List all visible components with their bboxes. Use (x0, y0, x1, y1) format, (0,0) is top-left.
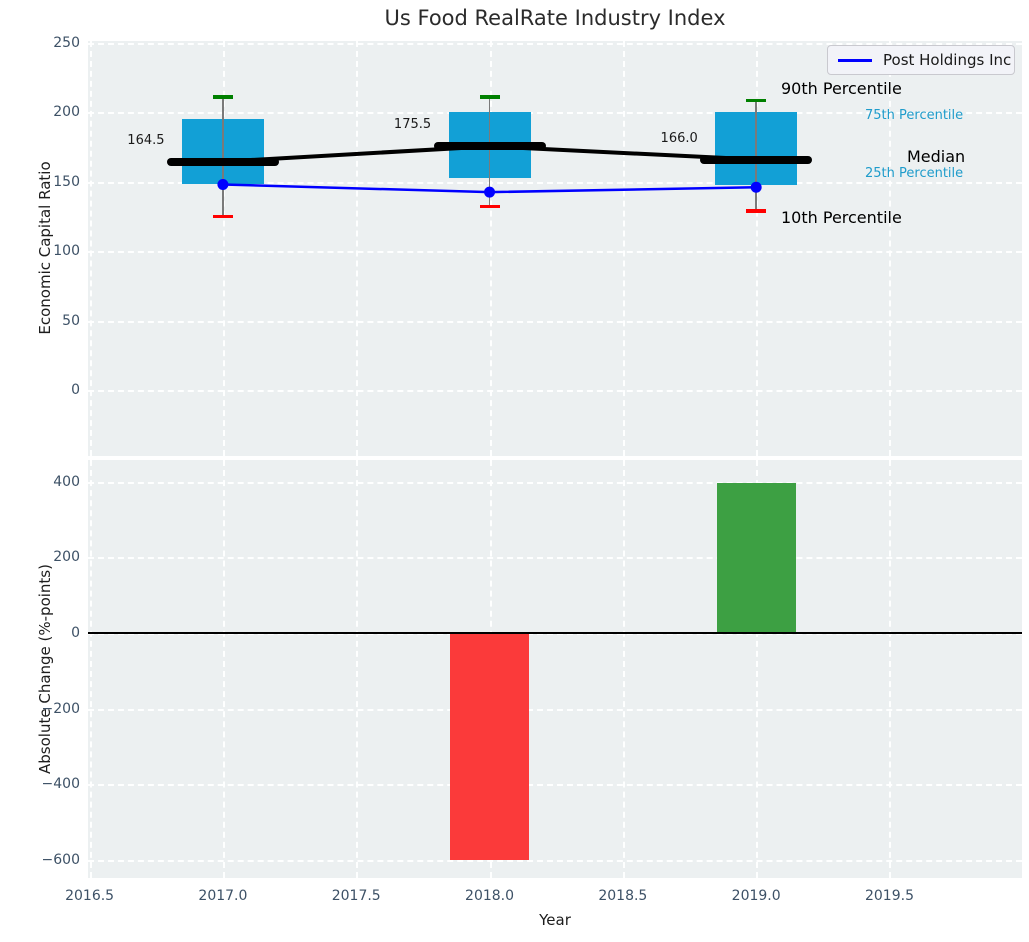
y-tick-label: −600 (41, 851, 80, 868)
legend: Post Holdings Inc (827, 45, 1015, 75)
gridline-horizontal (88, 708, 1022, 711)
percentile-label-25th: 25th Percentile (865, 166, 964, 181)
y-tick-label: 150 (53, 173, 80, 190)
x-tick-label: 2019.5 (864, 888, 914, 904)
whisker-cap-upper (746, 98, 767, 103)
gridline-horizontal (88, 181, 1022, 184)
gridline-vertical (756, 460, 759, 878)
y-tick-label: 250 (53, 34, 80, 51)
gridline-horizontal (88, 784, 1022, 787)
data-point-marker (484, 186, 496, 198)
whisker-cap-lower (479, 204, 500, 209)
gridline-vertical (222, 460, 225, 878)
whisker-cap-upper (212, 95, 233, 99)
change-bar-2019 (716, 483, 796, 633)
y-tick-label: −200 (41, 700, 80, 717)
gridline-vertical (889, 460, 892, 878)
legend-label: Post Holdings Inc (883, 51, 1012, 69)
gridline-vertical (356, 41, 359, 456)
whisker-cap-lower (212, 214, 233, 219)
series-lines-overlay (217, 144, 762, 198)
gridline-vertical (89, 460, 92, 878)
x-tick-label: 2016.5 (65, 888, 115, 904)
data-point-marker (217, 179, 229, 191)
whisker-line (488, 97, 491, 207)
x-tick-label: 2018.5 (598, 888, 648, 904)
median-value-annotation: 175.5 (393, 117, 432, 133)
gridline-vertical (489, 41, 492, 456)
y-tick-label: 100 (53, 243, 80, 260)
percentile-label-10th: 10th Percentile (781, 208, 902, 227)
zero-baseline (88, 632, 1022, 634)
gridline-vertical (622, 41, 625, 456)
y-tick-label: 0 (71, 624, 80, 641)
gridline-horizontal (88, 389, 1022, 392)
x-tick-label: 2017.5 (331, 888, 381, 904)
gridline-horizontal (88, 320, 1022, 323)
gridline-vertical (89, 41, 92, 456)
legend-line-icon (838, 58, 872, 62)
whisker-cap-upper (479, 95, 500, 99)
gridline-vertical (889, 41, 892, 456)
gridline-horizontal (88, 859, 1022, 862)
gridline-vertical (756, 41, 759, 456)
median-value-annotation: 166.0 (660, 130, 698, 146)
data-point-marker (750, 181, 762, 193)
y-tick-label: 200 (53, 549, 80, 566)
y-tick-label: 0 (71, 381, 80, 398)
gridline-horizontal (88, 481, 1022, 484)
gridline-horizontal (88, 112, 1022, 115)
y-tick-label: 200 (53, 104, 80, 121)
x-tick-label: 2017.0 (198, 888, 248, 904)
median-segment (166, 157, 279, 166)
gridline-vertical (356, 460, 359, 878)
gridline-horizontal (88, 42, 1022, 45)
bottom-axes-bars (88, 460, 1022, 878)
median-segment (433, 142, 546, 151)
gridline-vertical (222, 41, 225, 456)
gridline-horizontal (88, 557, 1022, 560)
x-axis-label: Year (539, 911, 571, 929)
x-tick-label: 2019.0 (731, 888, 781, 904)
y-tick-label: 400 (53, 473, 80, 490)
median-value-annotation: 164.5 (127, 132, 165, 148)
y-tick-label: 50 (62, 312, 80, 329)
x-tick-label: 2018.0 (465, 888, 515, 904)
percentile-label-90th: 90th Percentile (781, 79, 902, 98)
whisker-line (222, 97, 224, 217)
gridline-vertical (622, 460, 625, 878)
change-bar-2018 (450, 632, 530, 860)
y-tick-label: −400 (41, 776, 80, 793)
percentile-label-median: Median (907, 147, 966, 166)
top-axes-boxplot: 164.5 175.5 166.0 (88, 41, 1022, 456)
bottom-y-axis-label: Absolute Change (%-points) (36, 564, 54, 774)
gridline-horizontal (88, 632, 1022, 635)
gridline-horizontal (88, 251, 1022, 254)
percentile-label-75th: 75th Percentile (865, 108, 964, 123)
median-segment (700, 155, 813, 164)
whisker-cap-lower (746, 209, 767, 213)
chart-title: Us Food RealRate Industry Index (384, 6, 726, 30)
